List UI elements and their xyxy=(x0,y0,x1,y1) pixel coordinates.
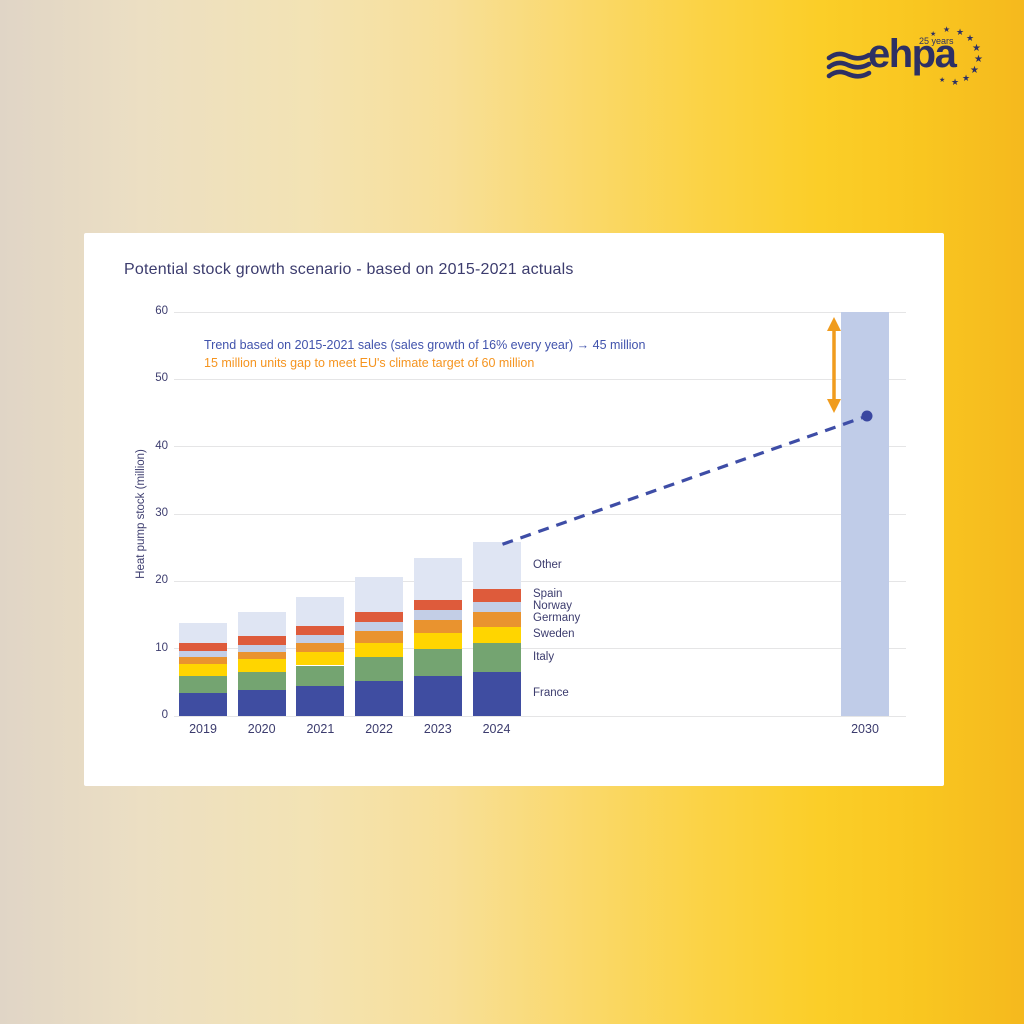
bar-2022-norway xyxy=(355,622,404,632)
legend-label-sweden: Sweden xyxy=(533,628,575,641)
y-tick-label-60: 60 xyxy=(155,305,168,317)
legend-label-italy: Italy xyxy=(533,650,555,663)
star-icon: ★ xyxy=(972,43,981,54)
bar-2024-sweden xyxy=(472,627,521,644)
bar-2024-italy xyxy=(472,643,521,673)
bar-2020-other xyxy=(237,611,286,636)
bar-2019-italy xyxy=(179,676,227,694)
bar-2021-germany xyxy=(296,643,345,653)
bar-2023-italy xyxy=(413,648,462,676)
x-tick-label-2023: 2023 xyxy=(423,722,452,736)
y-tick-label-20: 20 xyxy=(155,574,168,587)
gridline-40 xyxy=(174,446,906,448)
bar-2023-france xyxy=(413,675,462,716)
star-icon: ★ xyxy=(962,73,971,83)
legend-label-france: France xyxy=(533,687,569,700)
star-icon: ★ xyxy=(943,25,951,34)
legend-label-other: Other xyxy=(533,558,562,571)
gridline-0 xyxy=(174,715,906,717)
bar-2023-sweden xyxy=(413,633,462,649)
ehpa-brand-text: ehpa xyxy=(868,32,957,76)
x-tick-label-2019: 2019 xyxy=(189,722,217,736)
bar-2021-spain xyxy=(296,626,345,636)
bar-2019-sweden xyxy=(179,664,227,677)
bar-2020-norway xyxy=(237,644,286,653)
x-tick-label-2024: 2024 xyxy=(482,722,511,736)
bar-2022-sweden xyxy=(355,642,404,658)
bar-2020-spain xyxy=(237,635,286,645)
bar-2022-italy xyxy=(355,657,404,681)
star-icon: ★ xyxy=(939,77,946,84)
y-tick-label-30: 30 xyxy=(155,507,168,519)
gridline-50 xyxy=(174,378,906,380)
star-icon: ★ xyxy=(930,31,937,38)
gridline-60 xyxy=(174,311,906,313)
y-tick-label-0: 0 xyxy=(161,709,168,721)
bar-2024-other xyxy=(472,542,521,590)
bar-2023-norway xyxy=(413,610,462,620)
bar-2019-france xyxy=(179,693,227,716)
bar-2022-other xyxy=(355,576,404,613)
gap-double-arrow-icon xyxy=(827,317,841,413)
ehpa-logo: ehpa 25 years ★ ★ ★ ★ ★ ★ ★ ★ ★ ★ xyxy=(820,25,990,105)
legend-label-germany: Germany xyxy=(533,612,581,625)
x-tick-label-2030: 2030 xyxy=(851,722,879,736)
bar-2020-sweden xyxy=(237,659,286,673)
y-tick-label-10: 10 xyxy=(155,641,168,654)
x-tick-label-2022: 2022 xyxy=(365,722,393,736)
star-icon: ★ xyxy=(974,54,983,65)
bar-2021-sweden xyxy=(296,652,345,666)
bar-2030-target xyxy=(841,312,889,716)
ehpa-waves-icon xyxy=(826,51,872,92)
star-icon: ★ xyxy=(951,77,960,87)
chart-card: Potential stock growth scenario - based … xyxy=(84,233,944,786)
gridline-20 xyxy=(174,580,906,582)
chart-title: Potential stock growth scenario - based … xyxy=(124,261,574,278)
bar-2022-france xyxy=(355,680,404,716)
bar-2019-germany xyxy=(179,657,227,665)
bar-2020-germany xyxy=(237,652,286,660)
y-tick-label-40: 40 xyxy=(155,439,168,452)
bar-2022-germany xyxy=(355,631,404,643)
bar-2023-spain xyxy=(413,599,462,611)
bar-2023-germany xyxy=(413,619,462,634)
bar-2020-france xyxy=(237,689,286,716)
bar-2024-germany xyxy=(472,611,521,628)
bar-2019-norway xyxy=(179,650,227,658)
annotations: Trend based on 2015-2021 sales (sales gr… xyxy=(204,336,645,372)
star-icon: ★ xyxy=(956,27,965,37)
bar-2020-italy xyxy=(237,672,286,690)
bar-2021-other xyxy=(296,596,345,627)
gridline-30 xyxy=(174,513,906,515)
bar-2023-other xyxy=(413,557,462,600)
bar-2019-spain xyxy=(179,642,227,651)
bar-2022-spain xyxy=(355,612,404,623)
annotation-trend: Trend based on 2015-2021 sales (sales gr… xyxy=(204,338,646,352)
gridline-10 xyxy=(174,648,906,650)
annotation-gap: 15 million units gap to meet EU's climat… xyxy=(204,356,535,370)
star-icon: ★ xyxy=(970,65,979,76)
legend-label-norway: Norway xyxy=(533,599,572,612)
star-icon: ★ xyxy=(966,33,975,43)
bar-2021-france xyxy=(296,685,345,716)
bar-2024-spain xyxy=(472,589,521,602)
bar-2024-france xyxy=(472,672,521,716)
y-tick-label-50: 50 xyxy=(155,372,168,385)
bar-2024-norway xyxy=(472,601,521,612)
x-tick-label-2021: 2021 xyxy=(306,722,335,736)
bar-2021-italy xyxy=(296,665,345,686)
x-tick-label-2020: 2020 xyxy=(247,722,276,736)
legend-label-spain: Spain xyxy=(533,588,563,601)
bar-2019-other xyxy=(179,623,227,643)
trend-dashed-line xyxy=(501,414,868,546)
bar-2021-norway xyxy=(296,635,345,644)
ehpa-anniversary-text: 25 years xyxy=(919,36,954,46)
